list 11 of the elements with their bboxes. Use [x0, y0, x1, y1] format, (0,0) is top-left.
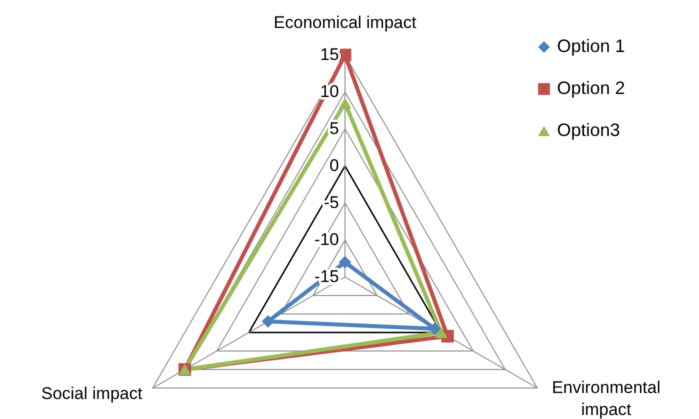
- spoke-label: Economical impact: [274, 13, 417, 32]
- spoke-label: Social impact: [41, 384, 143, 403]
- legend-label: Option 1: [557, 36, 626, 56]
- y-tick-label: -5: [324, 193, 339, 212]
- legend-label: Option 2: [557, 78, 626, 98]
- y-tick-label: -10: [314, 230, 339, 249]
- y-tick-label: 15: [320, 45, 339, 64]
- y-tick-label: 5: [330, 119, 339, 138]
- y-tick-label: 0: [330, 156, 339, 175]
- spoke-label: Environmental impact: [552, 378, 660, 419]
- legend-label: Option3: [557, 120, 620, 140]
